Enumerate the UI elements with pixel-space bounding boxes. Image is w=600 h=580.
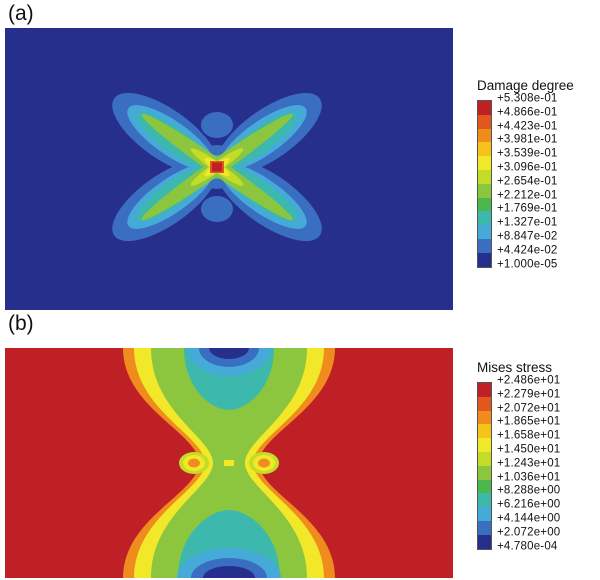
legend-value: +3.539e-01 [497,147,558,160]
legend-swatch [478,534,491,549]
legend-swatch [478,114,491,129]
legend-value: +2.279e+01 [497,388,561,401]
legend-swatch [478,465,491,480]
legend-value: +2.072e+00 [497,526,561,539]
red-center-max [212,162,222,172]
legend-value: +8.288e+00 [497,484,561,497]
legend-swatch [478,169,491,184]
mises-legend-title: Mises stress [477,360,553,375]
legend-value: +1.243e+01 [497,457,561,470]
center-yellow-cell [224,460,234,466]
legend-value: +4.144e+00 [497,512,561,525]
legend-swatch [478,142,491,157]
mises-legend-scale: +2.486e+01 +2.279e+01 +2.072e+01 +1.865e+01… [477,375,560,561]
legend-swatch [478,451,491,466]
legend-value: +2.072e+01 [497,402,561,415]
damage-contour-plot [5,28,453,310]
legend-swatch [478,493,491,508]
legend-value: +2.212e-01 [497,189,558,202]
legend-swatch [478,156,491,170]
legend-swatch [478,410,491,425]
legend-value: +8.847e-02 [497,230,558,243]
mises-legend: Mises stress +2.486e+01 +2.279e+01 +2.072e… [477,360,560,561]
legend-value: +4.866e-01 [497,106,558,119]
legend-swatch [478,238,491,253]
legend-swatch [478,211,491,226]
darkblue-min-top [209,348,249,359]
legend-value: +2.486e+01 [497,374,561,387]
outer-bump-bottom [201,196,233,222]
legend-value: +1.327e-01 [497,216,558,229]
damage-legend-title: Damage degree [477,78,574,93]
legend-value: +1.865e+01 [497,415,561,428]
damage-legend-swatches [477,100,492,268]
legend-value: +1.000e-05 [497,258,558,271]
legend-swatch [478,128,491,143]
legend-swatch [478,252,491,267]
legend-swatch [478,479,491,494]
legend-swatch [478,183,491,198]
legend-swatch [478,225,491,239]
legend-swatch [478,396,491,411]
legend-value: +1.658e+01 [497,429,561,442]
legend-swatch [478,197,491,212]
damage-legend-scale: +5.308e-01 +4.866e-01 +4.423e-01 +3.981e-01… [477,93,574,279]
legend-swatch [478,383,491,397]
panel-b-label: (b) [8,312,34,335]
legend-value: +4.424e-02 [497,244,558,257]
legend-swatch [478,520,491,535]
legend-value: +4.423e-01 [497,120,558,133]
mises-legend-labels: +2.486e+01 +2.279e+01 +2.072e+01 +1.865e+01… [497,375,560,554]
legend-value: +6.216e+00 [497,498,561,511]
legend-swatch [478,101,491,115]
panel-a-label: (a) [8,2,34,25]
legend-value: +1.036e+01 [497,471,561,484]
mises-legend-swatches [477,382,492,550]
damage-legend: Damage degree +5.308e-01 +4.866e-01 +4.423… [477,78,574,279]
outer-bump-top [201,112,233,138]
right-spot-core [258,458,270,468]
legend-value: +3.096e-01 [497,161,558,174]
legend-value: +1.450e+01 [497,443,561,456]
damage-butterfly-zone [112,92,322,242]
left-spot-core [188,458,200,468]
legend-value: +2.654e-01 [497,175,558,188]
darkblue-min-bottom [203,566,255,578]
damage-legend-labels: +5.308e-01 +4.866e-01 +4.423e-01 +3.981e-01… [497,93,558,272]
legend-swatch [478,438,491,452]
legend-value: +5.308e-01 [497,92,558,105]
legend-swatch [478,424,491,439]
mises-contour-plot [5,348,453,578]
legend-value: +1.769e-01 [497,202,558,215]
legend-value: +4.780e-04 [497,540,558,553]
legend-value: +3.981e-01 [497,133,558,146]
legend-swatch [478,507,491,521]
